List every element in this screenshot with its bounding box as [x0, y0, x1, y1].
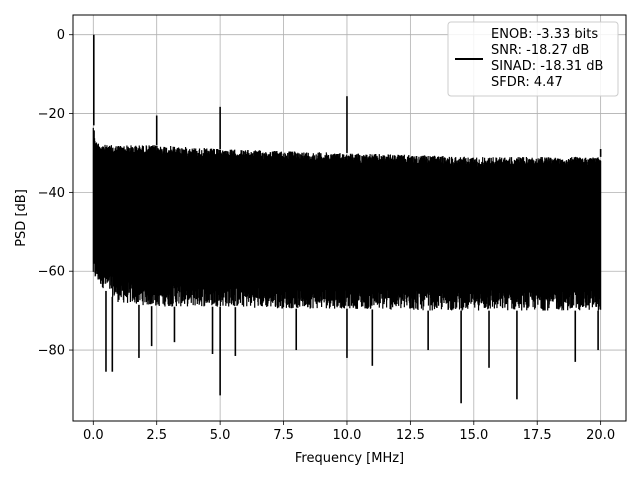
y-axis-label: PSD [dB]: [14, 189, 29, 247]
y-tick-label: −60: [38, 265, 65, 280]
psd-noise-band: [92, 127, 602, 311]
x-tick-label: 10.0: [332, 428, 361, 443]
x-tick-label: 15.0: [459, 428, 488, 443]
legend-line-sinad: SINAD: -18.31 dB: [491, 59, 603, 74]
x-tick-label: 2.5: [146, 428, 167, 443]
plot-frame: [72, 14, 627, 422]
y-tick-label: 0: [57, 28, 65, 43]
y-tick-label: −40: [38, 186, 65, 201]
legend-line-sfdr: SFDR: 4.47: [491, 75, 563, 90]
legend-line-snr: SNR: -18.27 dB: [491, 43, 589, 58]
legend-box: [447, 21, 619, 97]
x-tick-label: 12.5: [396, 428, 425, 443]
x-tick-label: 0.0: [83, 428, 104, 443]
legend-line-enob: ENOB: -3.33 bits: [491, 27, 598, 42]
x-tick-label: 5.0: [210, 428, 231, 443]
psd-trace: [92, 34, 602, 404]
x-tick-label: 7.5: [273, 428, 294, 443]
x-tick-label: 17.5: [523, 428, 552, 443]
x-tick-label: 20.0: [586, 428, 615, 443]
legend: ENOB: -3.33 bits SNR: -18.27 dB SINAD: -…: [447, 21, 619, 97]
axis-ticks: 0.0 2.5 5.0 7.5 10.0 12.5 15.0 17.5 20.0 0 −20 −40 −…: [38, 28, 616, 443]
y-tick-label: −80: [38, 344, 65, 359]
y-tick-label: −20: [38, 107, 65, 122]
x-axis-label: Frequency [MHz]: [295, 451, 404, 466]
